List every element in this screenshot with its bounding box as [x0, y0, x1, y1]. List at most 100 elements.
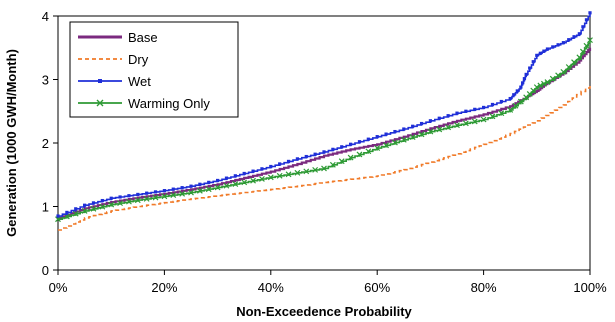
data-point-warming-only	[400, 136, 407, 143]
data-point-wet	[545, 47, 550, 51]
data-point-warming-only	[196, 187, 203, 194]
data-point-warming-only	[512, 102, 519, 109]
data-point-warming-only	[338, 158, 345, 165]
data-point-warming-only	[347, 154, 354, 161]
data-point-warming-only	[583, 42, 590, 49]
data-point-wet	[224, 176, 229, 180]
data-point-wet	[521, 81, 525, 85]
data-point-wet	[524, 72, 528, 77]
data-point-warming-only	[409, 134, 416, 140]
legend-label-dry: Dry	[128, 52, 149, 67]
data-point-wet	[393, 129, 397, 134]
data-point-warming-only	[418, 131, 425, 138]
data-point-warming-only	[117, 200, 123, 207]
data-point-warming-only	[533, 84, 540, 91]
x-axis-title: Non-Exceedence Probability	[236, 304, 412, 319]
y-tick-label: 3	[42, 73, 49, 88]
data-point-wet	[375, 135, 379, 139]
data-point-warming-only	[303, 168, 310, 175]
data-point-warming-only	[321, 165, 327, 172]
data-point-wet	[455, 111, 459, 115]
data-point-wet	[561, 41, 565, 45]
data-point-wet	[577, 32, 581, 36]
data-point-warming-only	[329, 161, 336, 168]
data-point-warming-only	[560, 68, 567, 75]
data-point-wet	[515, 89, 519, 93]
data-point-warming-only	[374, 145, 381, 152]
series-warming-only	[55, 37, 593, 223]
data-point-warming-only	[276, 172, 283, 179]
data-point-warming-only	[544, 79, 551, 85]
x-axis: 0% 20% 40% 60% 80% 100%	[49, 270, 607, 295]
data-point-warming-only	[188, 189, 194, 196]
y-axis-title: Generation (1000 GWH/Month)	[4, 49, 19, 237]
data-point-warming-only	[81, 208, 88, 214]
data-point-wet	[531, 60, 535, 64]
y-tick-label: 2	[42, 136, 49, 151]
y-tick-label: 0	[42, 263, 49, 278]
y-tick-label: 4	[42, 9, 49, 24]
data-point-wet	[180, 186, 184, 190]
data-point-wet	[331, 147, 335, 151]
data-point-wet	[269, 164, 273, 169]
data-point-warming-only	[214, 184, 221, 191]
data-point-wet	[207, 180, 211, 184]
data-point-warming-only	[108, 201, 115, 208]
data-point-wet	[65, 210, 69, 215]
data-point-wet	[136, 192, 140, 197]
data-point-warming-only	[576, 54, 583, 61]
data-point-warming-only	[312, 166, 319, 173]
data-point-wet	[542, 49, 546, 53]
data-point-wet	[588, 11, 592, 15]
data-point-wet	[508, 96, 512, 101]
data-point-wet	[556, 43, 560, 47]
data-point-warming-only	[498, 110, 505, 117]
data-point-wet	[109, 196, 113, 200]
x-tick-label: 100%	[573, 280, 607, 295]
data-point-warming-only	[205, 186, 212, 193]
legend-marker-wet	[98, 79, 102, 83]
data-point-warming-only	[223, 182, 230, 189]
data-point-wet	[189, 184, 193, 188]
legend-label-wet: Wet	[128, 74, 151, 89]
series-wet	[56, 11, 592, 218]
series-line-warming-only	[58, 40, 591, 220]
data-point-warming-only	[143, 195, 150, 202]
data-point-wet	[411, 124, 415, 128]
data-point-warming-only	[565, 64, 572, 70]
data-point-wet	[428, 119, 432, 123]
series-line-dry	[58, 84, 591, 231]
data-point-wet	[538, 51, 542, 55]
data-point-warming-only	[152, 194, 159, 201]
data-point-wet	[437, 116, 441, 120]
data-point-wet	[349, 142, 353, 146]
data-point-warming-only	[134, 197, 141, 204]
data-point-warming-only	[99, 203, 106, 210]
data-point-warming-only	[365, 148, 372, 155]
data-point-wet	[118, 195, 122, 199]
data-point-warming-only	[179, 190, 186, 197]
data-point-warming-only	[587, 37, 593, 44]
data-point-warming-only	[454, 122, 460, 129]
data-point-wet	[313, 152, 317, 156]
data-point-wet	[522, 77, 526, 81]
data-point-warming-only	[507, 107, 514, 113]
legend-label-base: Base	[128, 30, 158, 45]
data-point-warming-only	[549, 75, 556, 82]
data-point-wet	[74, 207, 78, 211]
data-point-wet	[482, 105, 486, 110]
data-point-wet	[528, 66, 532, 70]
data-point-warming-only	[555, 72, 562, 79]
data-point-warming-only	[383, 142, 389, 149]
data-point-wet	[499, 99, 503, 104]
data-point-wet	[83, 203, 87, 207]
data-point-wet	[127, 194, 131, 198]
legend-marker-warming-only	[96, 99, 104, 107]
data-point-wet	[233, 174, 237, 178]
data-point-warming-only	[571, 59, 577, 66]
data-point-wet	[216, 178, 220, 183]
data-point-warming-only	[259, 176, 265, 182]
y-tick-label: 1	[42, 200, 49, 215]
data-point-wet	[171, 187, 175, 191]
data-point-wet	[100, 198, 104, 203]
